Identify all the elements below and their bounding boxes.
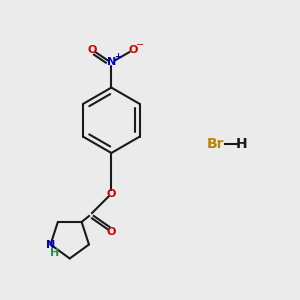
Text: Br: Br	[207, 137, 224, 151]
Text: N: N	[46, 239, 55, 250]
Text: O: O	[128, 45, 137, 55]
Text: +: +	[114, 52, 122, 62]
Text: −: −	[136, 40, 145, 50]
Text: O: O	[87, 45, 97, 55]
Text: H: H	[236, 137, 248, 151]
Text: N: N	[107, 57, 116, 67]
Text: H: H	[50, 248, 60, 258]
Text: O: O	[107, 227, 116, 237]
Text: O: O	[107, 189, 116, 199]
